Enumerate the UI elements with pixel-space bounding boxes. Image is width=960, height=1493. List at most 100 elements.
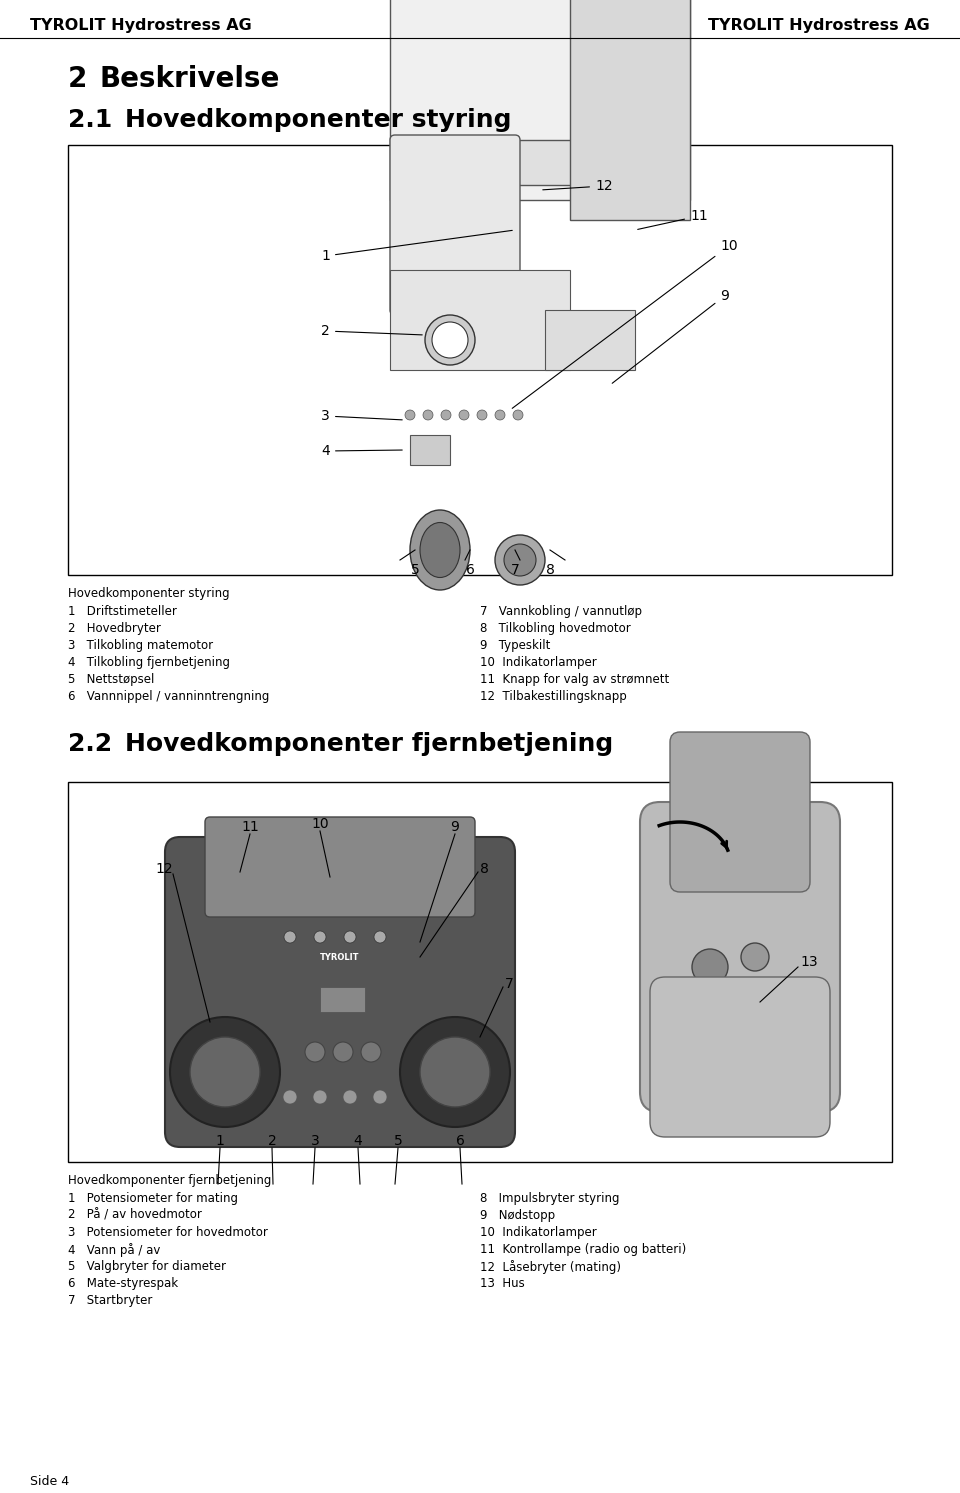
Circle shape: [374, 932, 386, 944]
Text: 4: 4: [322, 443, 402, 458]
Circle shape: [420, 1038, 490, 1106]
Circle shape: [405, 411, 415, 420]
Text: 11: 11: [637, 209, 708, 230]
Text: TYROLIT Hydrostress AG: TYROLIT Hydrostress AG: [30, 18, 252, 33]
Text: 6: 6: [456, 1135, 465, 1148]
Text: 4: 4: [353, 1135, 362, 1148]
Text: 13  Hus: 13 Hus: [480, 1277, 525, 1290]
Circle shape: [459, 411, 469, 420]
Text: 2: 2: [68, 66, 87, 93]
Ellipse shape: [420, 523, 460, 578]
Bar: [410, 434, 450, 464]
Text: 3   Tilkobling matemotor: 3 Tilkobling matemotor: [68, 639, 213, 652]
Text: 10: 10: [311, 817, 329, 832]
Circle shape: [283, 1090, 297, 1103]
Bar: [68, 145, 892, 575]
Bar: [545, 311, 635, 370]
Circle shape: [513, 411, 523, 420]
Text: 11  Kontrollampe (radio og batteri): 11 Kontrollampe (radio og batteri): [480, 1244, 686, 1256]
Circle shape: [741, 944, 769, 970]
Circle shape: [400, 1017, 510, 1127]
Bar: [68, 782, 892, 1162]
Text: 7   Startbryter: 7 Startbryter: [68, 1294, 153, 1306]
Bar: [390, 270, 570, 370]
Text: Beskrivelse: Beskrivelse: [100, 66, 280, 93]
Text: 2.1: 2.1: [68, 107, 112, 131]
Text: Hovedkomponenter fjernbetjening: Hovedkomponenter fjernbetjening: [68, 1173, 272, 1187]
Text: 11: 11: [241, 820, 259, 835]
Text: 1   Potensiometer for mating: 1 Potensiometer for mating: [68, 1191, 238, 1205]
FancyBboxPatch shape: [650, 976, 830, 1138]
Text: 12  Låsebryter (mating): 12 Låsebryter (mating): [480, 1260, 621, 1274]
FancyBboxPatch shape: [165, 838, 515, 1147]
Circle shape: [190, 1038, 260, 1106]
Ellipse shape: [410, 511, 470, 590]
Circle shape: [441, 411, 451, 420]
Text: 2: 2: [322, 324, 422, 337]
Text: 10  Indikatorlamper: 10 Indikatorlamper: [480, 655, 597, 669]
Text: Hovedkomponenter styring: Hovedkomponenter styring: [125, 107, 512, 131]
Text: 5: 5: [411, 563, 420, 576]
Text: 6: 6: [466, 563, 474, 576]
Text: 5   Valgbryter for diameter: 5 Valgbryter for diameter: [68, 1260, 226, 1274]
Bar: [450, 140, 610, 185]
Text: 5   Nettstøpsel: 5 Nettstøpsel: [68, 673, 155, 685]
Circle shape: [477, 411, 487, 420]
Circle shape: [361, 1042, 381, 1062]
Text: 1   Driftstimeteller: 1 Driftstimeteller: [68, 605, 177, 618]
Bar: [320, 987, 365, 1012]
Text: 9: 9: [450, 820, 460, 835]
Circle shape: [692, 950, 728, 985]
Text: 8: 8: [480, 861, 489, 876]
Circle shape: [305, 1042, 325, 1062]
Text: Hovedkomponenter fjernbetjening: Hovedkomponenter fjernbetjening: [125, 732, 613, 755]
Text: 9   Typeskilt: 9 Typeskilt: [480, 639, 550, 652]
Text: 1: 1: [216, 1135, 225, 1148]
Text: 8   Impulsbryter styring: 8 Impulsbryter styring: [480, 1191, 619, 1205]
Text: 9: 9: [612, 290, 729, 384]
Bar: [570, 0, 690, 219]
Text: Hovedkomponenter styring: Hovedkomponenter styring: [68, 587, 229, 600]
Circle shape: [495, 534, 545, 585]
Circle shape: [314, 932, 326, 944]
Circle shape: [504, 543, 536, 576]
Text: 12: 12: [542, 179, 612, 193]
Bar: [390, 0, 690, 200]
FancyBboxPatch shape: [670, 732, 810, 891]
Text: 8   Tilkobling hovedmotor: 8 Tilkobling hovedmotor: [480, 623, 631, 635]
Text: Side 4: Side 4: [30, 1475, 69, 1489]
Text: 4   Vann på / av: 4 Vann på / av: [68, 1244, 160, 1257]
Text: 7: 7: [505, 976, 514, 991]
Text: 4   Tilkobling fjernbetjening: 4 Tilkobling fjernbetjening: [68, 655, 230, 669]
FancyBboxPatch shape: [390, 134, 520, 315]
Text: 5: 5: [394, 1135, 402, 1148]
Text: 2   På / av hovedmotor: 2 På / av hovedmotor: [68, 1209, 202, 1221]
Text: 11  Knapp for valg av strømnett: 11 Knapp for valg av strømnett: [480, 673, 669, 685]
Text: 6   Vannnippel / vanninntrengning: 6 Vannnippel / vanninntrengning: [68, 690, 270, 703]
Text: 8: 8: [545, 563, 555, 576]
Text: TYROLIT: TYROLIT: [321, 953, 360, 961]
Circle shape: [284, 932, 296, 944]
Text: 13: 13: [800, 956, 818, 969]
Circle shape: [425, 315, 475, 364]
Text: 2: 2: [268, 1135, 276, 1148]
Text: 2   Hovedbryter: 2 Hovedbryter: [68, 623, 161, 635]
Text: 10: 10: [513, 239, 737, 408]
Text: 7   Vannkobling / vannutløp: 7 Vannkobling / vannutløp: [480, 605, 642, 618]
Circle shape: [313, 1090, 327, 1103]
Text: 9   Nødstopp: 9 Nødstopp: [480, 1209, 555, 1221]
Text: 3: 3: [311, 1135, 320, 1148]
Text: 6   Mate-styrespak: 6 Mate-styrespak: [68, 1277, 179, 1290]
Circle shape: [343, 1090, 357, 1103]
Circle shape: [423, 411, 433, 420]
Circle shape: [344, 932, 356, 944]
Text: 3   Potensiometer for hovedmotor: 3 Potensiometer for hovedmotor: [68, 1226, 268, 1239]
FancyBboxPatch shape: [205, 817, 475, 917]
Text: 12  Tilbakestillingsknapp: 12 Tilbakestillingsknapp: [480, 690, 627, 703]
Circle shape: [432, 322, 468, 358]
Text: 1: 1: [322, 230, 513, 263]
Circle shape: [170, 1017, 280, 1127]
Text: 2.2: 2.2: [68, 732, 112, 755]
FancyBboxPatch shape: [640, 802, 840, 1112]
Text: 12: 12: [155, 861, 173, 876]
